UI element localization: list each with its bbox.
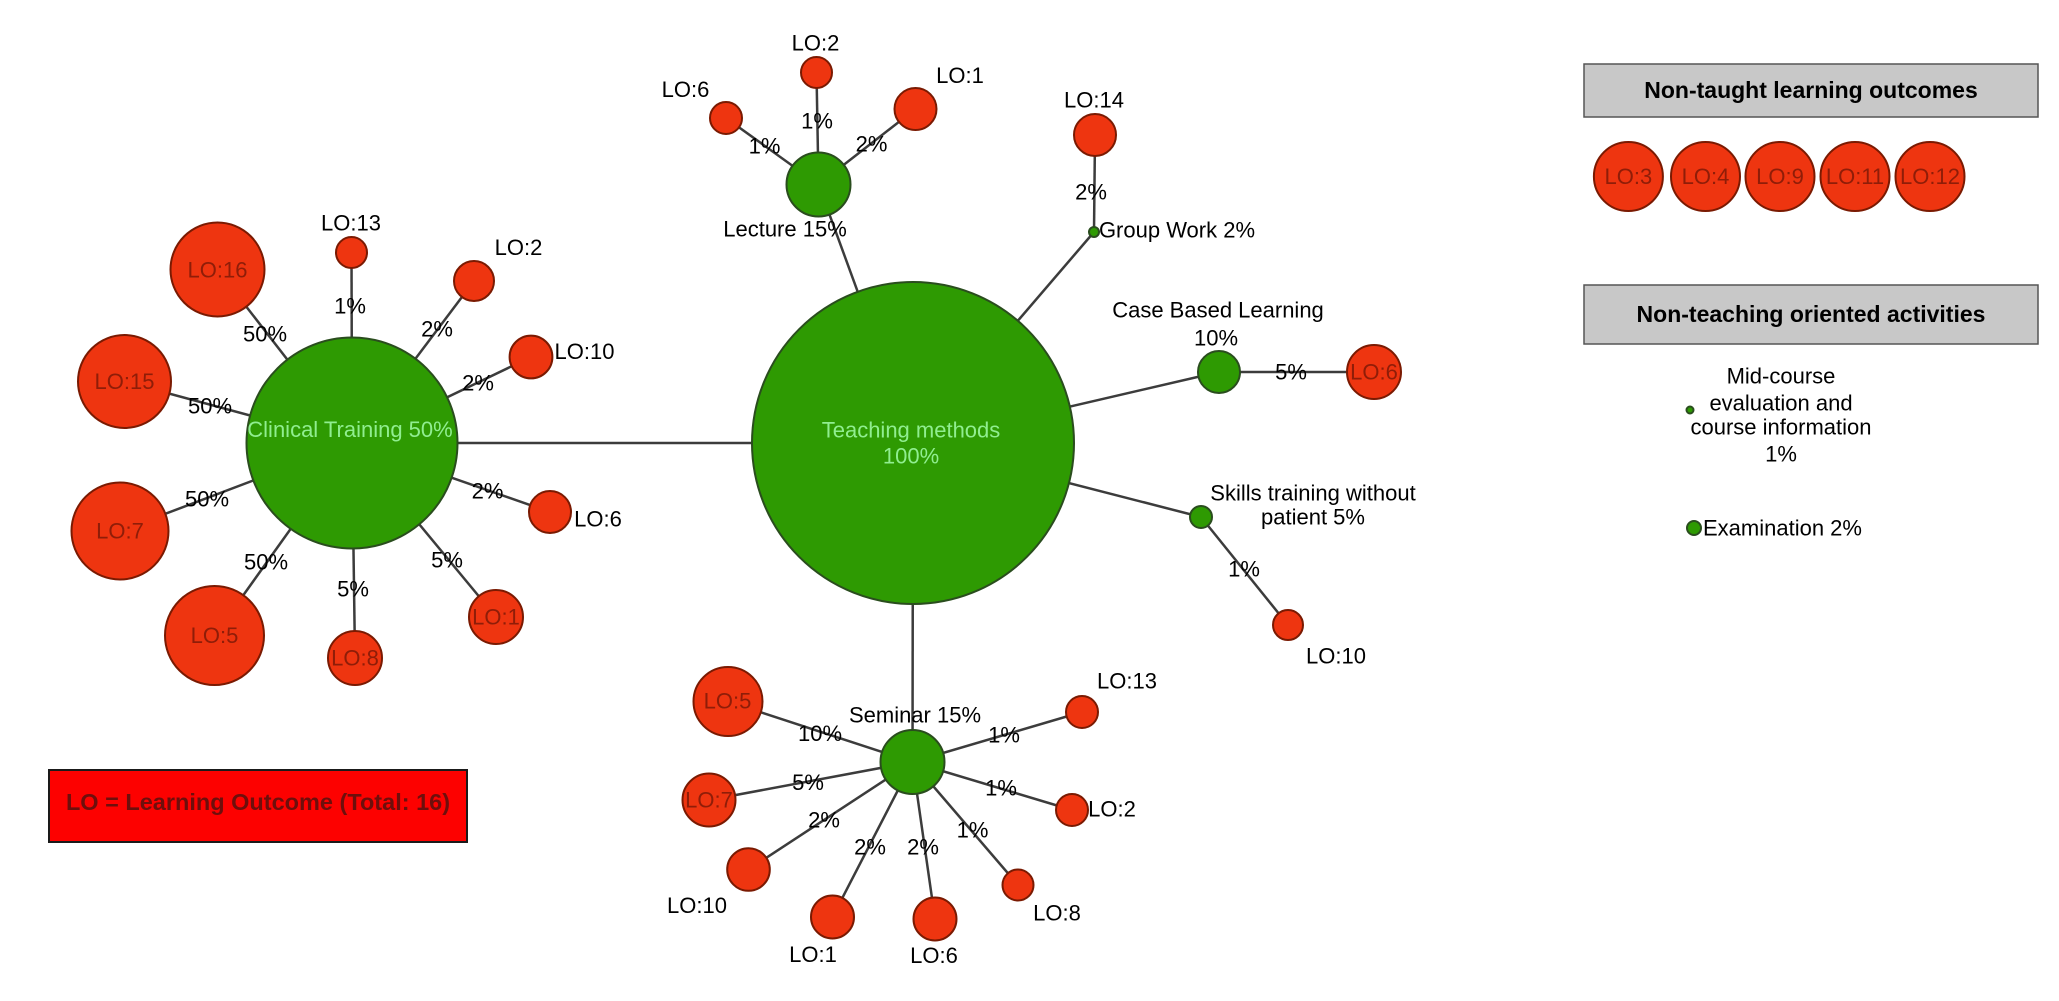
svg-text:Non-taught learning outcomes: Non-taught learning outcomes [1644, 77, 1978, 103]
svg-text:Seminar 15%: Seminar 15% [849, 703, 981, 728]
svg-text:1%: 1% [957, 818, 989, 843]
svg-text:LO:2: LO:2 [1088, 797, 1136, 822]
svg-text:LO:6: LO:6 [910, 943, 958, 968]
svg-text:LO:6: LO:6 [1350, 360, 1398, 385]
svg-text:1%: 1% [801, 109, 833, 134]
svg-text:LO:14: LO:14 [1064, 88, 1124, 113]
svg-text:50%: 50% [244, 550, 288, 575]
svg-text:patient 5%: patient 5% [1261, 505, 1365, 530]
svg-text:Clinical Training 50%: Clinical Training 50% [247, 417, 452, 442]
svg-text:2%: 2% [907, 835, 939, 860]
svg-text:LO:5: LO:5 [191, 623, 239, 648]
svg-text:100%: 100% [883, 444, 939, 469]
svg-text:2%: 2% [808, 808, 840, 833]
svg-text:50%: 50% [185, 487, 229, 512]
svg-text:2%: 2% [421, 317, 453, 342]
svg-text:LO:13: LO:13 [321, 211, 381, 236]
svg-text:course information: course information [1691, 415, 1872, 440]
svg-text:LO:10: LO:10 [555, 339, 615, 364]
svg-text:Case Based Learning: Case Based Learning [1112, 298, 1324, 323]
svg-text:2%: 2% [1075, 180, 1107, 205]
svg-text:5%: 5% [792, 770, 824, 795]
svg-text:2%: 2% [462, 371, 494, 396]
svg-text:10%: 10% [1194, 326, 1238, 351]
svg-text:1%: 1% [334, 294, 366, 319]
svg-text:LO:7: LO:7 [685, 788, 733, 813]
svg-text:LO:16: LO:16 [188, 258, 248, 283]
svg-text:5%: 5% [337, 577, 369, 602]
svg-text:LO:10: LO:10 [667, 893, 727, 918]
svg-text:Lecture 15%: Lecture 15% [723, 217, 847, 242]
svg-text:LO:8: LO:8 [331, 646, 379, 671]
svg-text:LO:9: LO:9 [1756, 164, 1804, 189]
svg-text:Group Work 2%: Group Work 2% [1099, 218, 1255, 243]
svg-text:2%: 2% [472, 479, 504, 504]
svg-text:50%: 50% [188, 394, 232, 419]
svg-text:evaluation and: evaluation and [1709, 391, 1852, 416]
svg-text:Non-teaching oriented activiti: Non-teaching oriented activities [1637, 301, 1986, 327]
svg-text:10%: 10% [798, 721, 842, 746]
svg-text:Teaching methods: Teaching methods [822, 418, 1001, 443]
svg-text:LO:1: LO:1 [472, 605, 520, 630]
svg-text:LO:6: LO:6 [574, 507, 622, 532]
svg-text:LO:2: LO:2 [792, 31, 840, 56]
svg-text:LO:1: LO:1 [936, 63, 984, 88]
svg-text:50%: 50% [243, 322, 287, 347]
svg-text:1%: 1% [1228, 557, 1260, 582]
svg-text:LO:1: LO:1 [789, 942, 837, 967]
svg-text:LO:8: LO:8 [1033, 901, 1081, 926]
svg-text:2%: 2% [854, 835, 886, 860]
svg-text:LO:11: LO:11 [1826, 164, 1884, 189]
svg-text:5%: 5% [431, 548, 463, 573]
svg-text:Mid-course: Mid-course [1727, 364, 1836, 389]
svg-text:2%: 2% [856, 132, 888, 157]
svg-text:LO = Learning Outcome (Total:: LO = Learning Outcome (Total: 16) [66, 789, 450, 815]
svg-text:LO:13: LO:13 [1097, 669, 1157, 694]
svg-text:LO:15: LO:15 [95, 369, 155, 394]
svg-text:1%: 1% [988, 723, 1020, 748]
svg-text:LO:7: LO:7 [96, 519, 144, 544]
svg-text:Examination 2%: Examination 2% [1703, 516, 1862, 541]
svg-text:1%: 1% [1765, 442, 1797, 467]
svg-text:LO:5: LO:5 [704, 689, 752, 714]
svg-text:1%: 1% [749, 134, 781, 159]
svg-text:LO:6: LO:6 [662, 77, 710, 102]
svg-text:LO:10: LO:10 [1306, 644, 1366, 669]
svg-text:5%: 5% [1275, 360, 1307, 385]
svg-text:LO:4: LO:4 [1682, 164, 1730, 189]
svg-text:Skills training without: Skills training without [1210, 481, 1415, 506]
svg-text:1%: 1% [985, 776, 1017, 801]
svg-text:LO:12: LO:12 [1900, 164, 1960, 189]
svg-text:LO:3: LO:3 [1605, 164, 1653, 189]
svg-text:LO:2: LO:2 [495, 235, 543, 260]
